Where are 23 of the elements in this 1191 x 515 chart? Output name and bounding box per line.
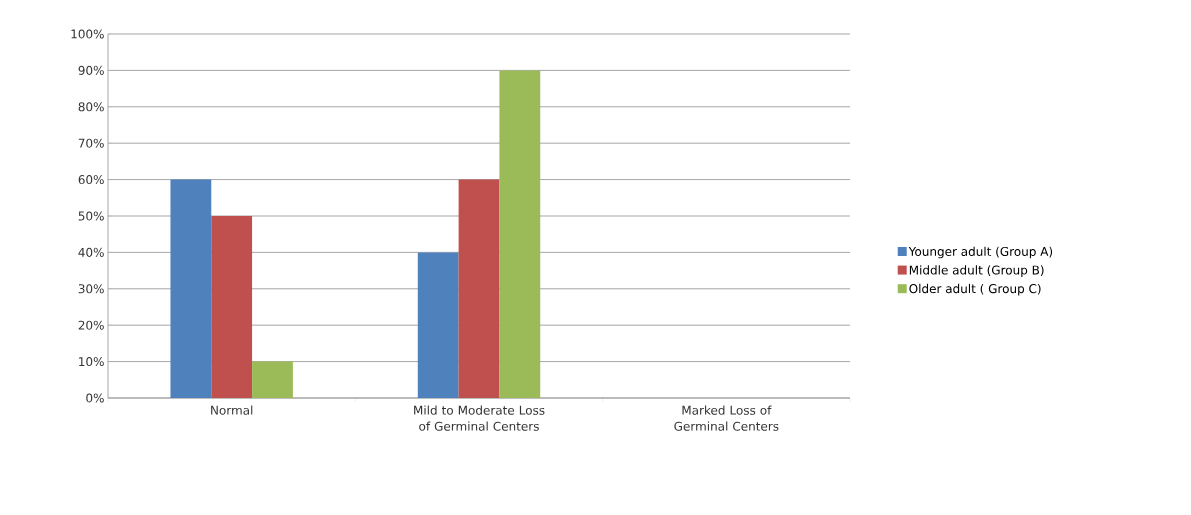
bar bbox=[252, 361, 293, 398]
y-tick-label: 80% bbox=[78, 102, 104, 112]
y-tick-label: 70% bbox=[78, 138, 104, 148]
y-tick-label: 100% bbox=[71, 29, 104, 39]
bar bbox=[211, 215, 253, 398]
legend-label: Middle adult (Group B) bbox=[909, 265, 1044, 277]
y-tick-label: 40% bbox=[78, 247, 104, 257]
bar bbox=[170, 179, 212, 398]
bar bbox=[499, 70, 541, 398]
y-tick-label: 10% bbox=[79, 357, 104, 367]
y-tick-label: 30% bbox=[78, 284, 104, 294]
bar bbox=[417, 252, 459, 398]
y-tick-label: 0% bbox=[86, 393, 104, 403]
y-tick-label: 60% bbox=[78, 175, 104, 185]
legend-label: Younger adult (Group A) bbox=[908, 246, 1053, 259]
y-tick-label: 90% bbox=[78, 65, 104, 75]
bar bbox=[458, 179, 500, 398]
x-tick-label: Normal bbox=[211, 405, 253, 415]
y-tick-label: 50% bbox=[78, 211, 104, 221]
y-tick-label: 20% bbox=[78, 320, 104, 330]
x-tick-label: Mild to Moderate Loss of Germinal Centers bbox=[414, 405, 545, 431]
legend-label: Older adult ( Group C) bbox=[909, 283, 1041, 296]
x-tick-label: Marked Loss of Germinal Centers bbox=[674, 405, 779, 431]
